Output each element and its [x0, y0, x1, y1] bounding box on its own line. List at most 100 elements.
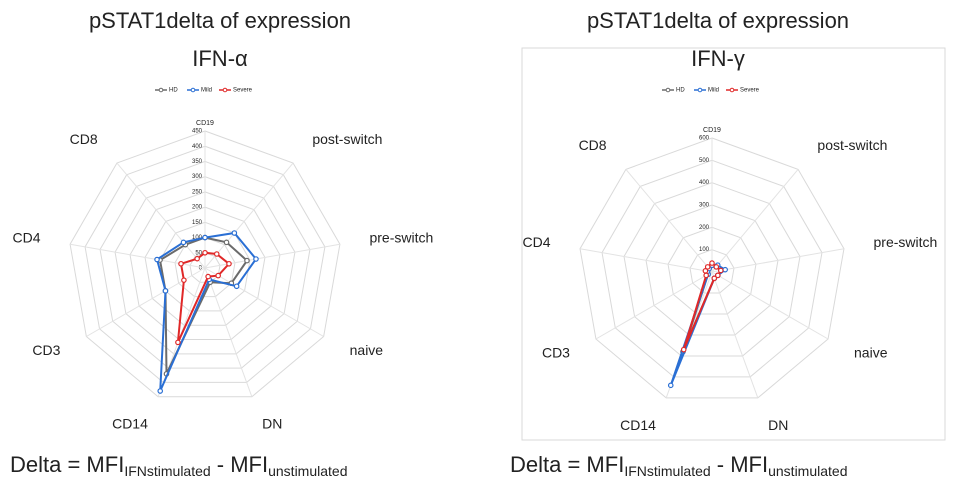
legend-label: Mild [201, 88, 212, 94]
r-tick-label: 50 [195, 250, 202, 256]
series-marker [715, 272, 721, 279]
r-tick-label: 400 [699, 180, 710, 186]
category-label: CD4 [522, 234, 550, 250]
series-marker [704, 264, 711, 270]
grid-ring [84, 145, 326, 383]
r-tick-label: 150 [192, 220, 203, 226]
series-marker [226, 260, 232, 267]
spoke [204, 243, 341, 269]
spoke [711, 248, 845, 273]
caption-subscript: unstimulated [268, 463, 347, 479]
series-marker [253, 256, 259, 262]
grid-ring [159, 221, 251, 312]
category-label: post-switch [312, 131, 382, 147]
series-marker [711, 275, 718, 282]
category-label: CD3 [32, 342, 60, 358]
category-label: pre-switch [369, 230, 433, 246]
r-tick-label: 300 [699, 203, 710, 209]
series-marker [717, 267, 724, 274]
category-label: CD4 [13, 230, 41, 246]
r-tick-label: 100 [192, 235, 203, 241]
series-marker [244, 257, 250, 264]
r-tick-label: 500 [699, 158, 710, 164]
grid-ring [667, 226, 757, 315]
r-tick-label: 350 [192, 159, 203, 165]
chart-title: pSTAT1delta of expression [89, 8, 351, 33]
category-label: CD14 [620, 417, 656, 433]
series-marker [703, 272, 709, 279]
legend-label: HD [169, 88, 178, 94]
spoke [204, 162, 294, 269]
category-label: CD3 [542, 345, 570, 361]
grid-ring [174, 237, 236, 298]
caption-text: Delta = MFI [510, 452, 624, 477]
category-label: pre-switch [874, 234, 938, 250]
grid-ring [114, 176, 296, 355]
category-label: naive [854, 345, 888, 361]
grid-ring [623, 182, 801, 357]
caption-text: - MFI [211, 452, 268, 477]
series-marker [213, 251, 220, 257]
series-marker [722, 266, 728, 273]
series-marker [205, 273, 211, 280]
category-label: CD14 [112, 416, 148, 432]
spoke [204, 267, 253, 397]
chart-frame [521, 47, 946, 441]
spoke [86, 267, 206, 337]
series-marker [154, 256, 160, 263]
series-marker [202, 234, 208, 241]
spoke [711, 271, 829, 340]
category-label: CD8 [70, 131, 98, 147]
series-marker [231, 230, 238, 236]
r-tick-label: 200 [192, 205, 203, 211]
legend-label: Mild [708, 88, 719, 94]
r-tick-label: 200 [699, 225, 710, 231]
caption-text: - MFI [711, 452, 768, 477]
chart-title: pSTAT1delta of expression [587, 8, 849, 33]
series-marker [157, 388, 164, 394]
category-label: naive [350, 342, 384, 358]
grid-ring [144, 206, 266, 326]
chart-subtitle: IFN-α [192, 46, 248, 71]
legend-marker [190, 87, 196, 93]
series-marker [175, 339, 181, 346]
category-label: CD8 [579, 137, 607, 153]
series-marker [194, 255, 200, 262]
caption-text: Delta = MFI [10, 452, 124, 477]
caption: Delta = MFIIFNstimulated - MFIunstimulat… [510, 452, 848, 479]
series-marker [180, 239, 187, 246]
grid-ring [69, 130, 341, 398]
category-label: DN [262, 416, 282, 432]
series-line [155, 231, 258, 392]
chart-subtitle: IFN-γ [691, 46, 745, 71]
series-marker [702, 268, 709, 274]
legend-marker [665, 87, 671, 93]
r-tick-label: 250 [192, 189, 203, 195]
r-tick-label: 100 [699, 247, 710, 253]
spoke [69, 243, 206, 269]
series-marker [223, 239, 230, 246]
grid-ring [601, 159, 823, 378]
category-label: post-switch [817, 137, 887, 153]
series-marker [709, 260, 715, 266]
series-marker [713, 264, 720, 270]
spoke [204, 267, 324, 337]
legend-marker [729, 87, 735, 93]
r-tick-label: 450 [192, 129, 203, 135]
spoke [711, 271, 759, 399]
grid-ring [645, 204, 779, 336]
legend-label: HD [676, 88, 685, 94]
legend-marker [697, 87, 703, 93]
legend-label: Severe [233, 88, 253, 94]
category-label: CD19 [196, 120, 214, 127]
r-tick-label: 400 [192, 144, 203, 150]
series-marker [215, 272, 221, 279]
grid-ring [129, 191, 281, 341]
legend-label: Severe [740, 88, 760, 94]
caption-subscript: unstimulated [768, 463, 847, 479]
r-tick-label: 300 [192, 174, 203, 180]
series-marker [233, 283, 240, 290]
legend-marker [158, 87, 164, 93]
series-marker [162, 288, 169, 294]
